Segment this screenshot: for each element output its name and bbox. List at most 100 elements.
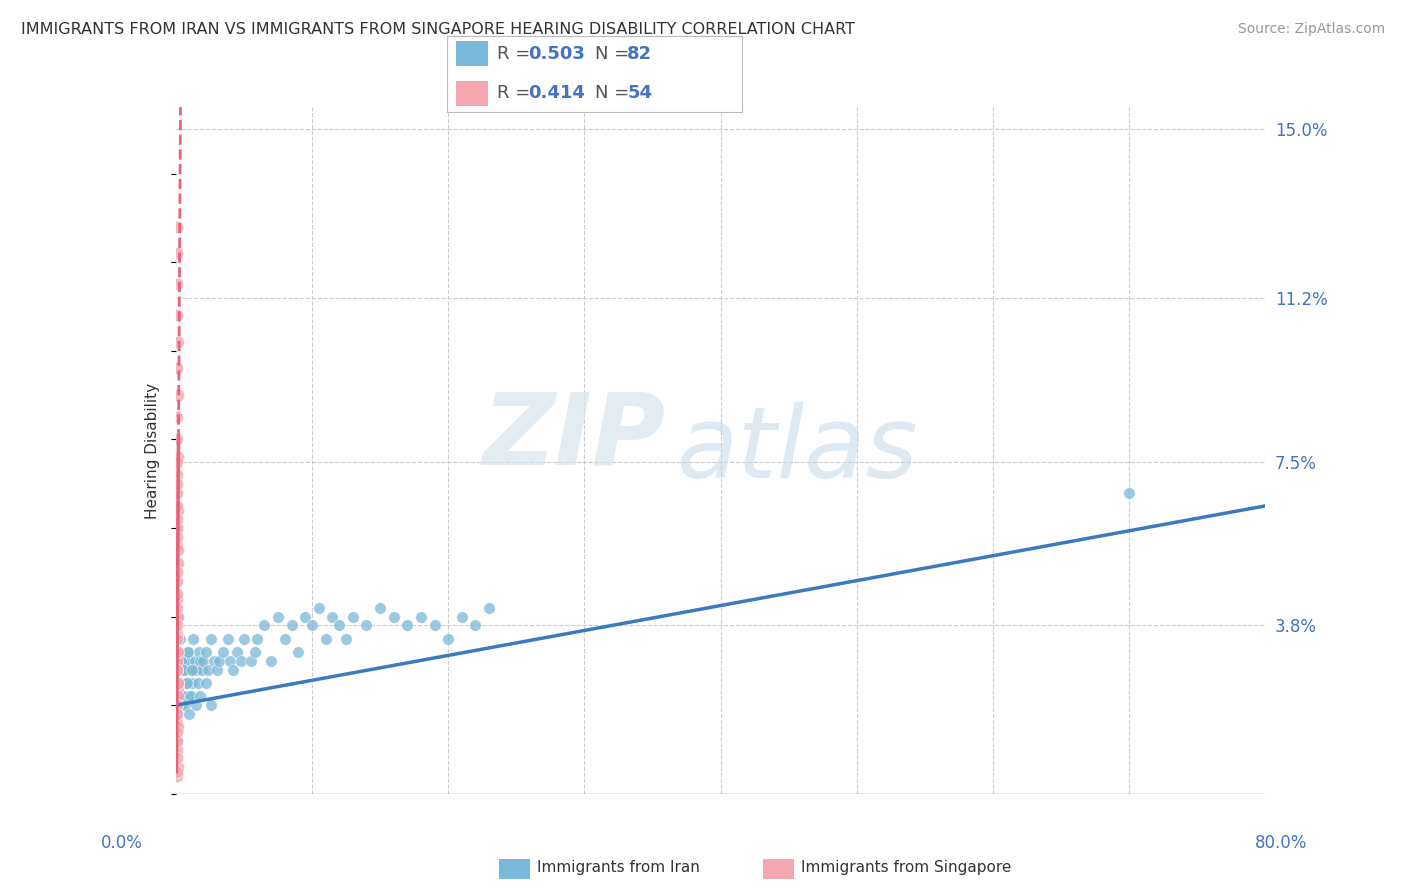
Point (166, 600, 188, 615)
Point (166, 499, 188, 513)
Point (328, 618, 350, 632)
Point (169, 676, 191, 690)
Point (191, 654, 214, 668)
Point (166, 530, 188, 544)
Point (170, 654, 193, 668)
Point (194, 645, 217, 659)
Point (166, 769, 188, 783)
Point (167, 334, 190, 349)
Point (177, 645, 200, 659)
Point (321, 609, 343, 624)
Point (176, 645, 198, 659)
Point (231, 654, 253, 668)
Point (226, 645, 249, 659)
Point (174, 676, 197, 690)
Point (166, 751, 188, 765)
Point (190, 663, 212, 677)
Point (437, 632, 460, 646)
Text: 80.0%: 80.0% (1256, 834, 1308, 852)
Text: IMMIGRANTS FROM IRAN VS IMMIGRANTS FROM SINGAPORE HEARING DISABILITY CORRELATION: IMMIGRANTS FROM IRAN VS IMMIGRANTS FROM … (21, 22, 855, 37)
Point (301, 618, 323, 632)
Point (308, 600, 330, 615)
Point (450, 609, 472, 624)
Point (166, 698, 188, 713)
Point (396, 618, 419, 632)
Point (179, 707, 201, 722)
Point (166, 521, 188, 535)
Point (167, 557, 190, 571)
Y-axis label: Hearing Disability: Hearing Disability (145, 383, 160, 518)
Point (169, 690, 191, 704)
Point (166, 716, 188, 731)
Point (478, 600, 501, 615)
Point (167, 676, 190, 690)
Point (167, 388, 190, 402)
Text: 82: 82 (627, 45, 652, 62)
Text: R =: R = (498, 85, 536, 103)
Point (166, 361, 188, 376)
Text: N =: N = (595, 85, 634, 103)
Point (166, 627, 188, 641)
Point (181, 676, 204, 690)
Text: 0.0%: 0.0% (101, 834, 143, 852)
Point (167, 609, 190, 624)
Point (167, 609, 190, 624)
Point (183, 632, 205, 646)
Point (170, 654, 193, 668)
Point (166, 246, 188, 260)
Point (267, 609, 290, 624)
Point (166, 654, 188, 668)
Point (166, 219, 188, 234)
Text: Immigrants from Singapore: Immigrants from Singapore (801, 860, 1012, 874)
Point (253, 618, 276, 632)
Point (217, 632, 239, 646)
Point (167, 645, 190, 659)
Text: ZIP: ZIP (484, 388, 666, 485)
Point (167, 450, 190, 464)
Point (166, 764, 188, 779)
Point (294, 609, 316, 624)
Point (166, 539, 188, 553)
Point (184, 654, 207, 668)
Point (166, 663, 188, 677)
Point (200, 632, 222, 646)
Point (173, 654, 195, 668)
Point (166, 663, 188, 677)
Point (176, 676, 198, 690)
Bar (456, 41, 488, 66)
Point (280, 618, 302, 632)
Point (167, 707, 190, 722)
Point (208, 654, 231, 668)
Point (287, 645, 309, 659)
Point (177, 690, 200, 704)
Point (356, 618, 378, 632)
Point (166, 521, 188, 535)
Text: Source: ZipAtlas.com: Source: ZipAtlas.com (1237, 22, 1385, 37)
Point (166, 566, 188, 580)
Point (166, 574, 188, 589)
Point (167, 645, 190, 659)
Point (274, 632, 297, 646)
Point (239, 654, 262, 668)
Bar (456, 81, 488, 106)
Point (166, 733, 188, 747)
Point (173, 663, 195, 677)
Point (464, 618, 486, 632)
Text: atlas: atlas (678, 402, 918, 499)
Point (197, 663, 219, 677)
Text: R =: R = (498, 45, 536, 62)
Point (166, 707, 188, 722)
Point (166, 591, 188, 606)
Point (166, 454, 188, 468)
Point (181, 663, 204, 677)
Point (167, 760, 190, 774)
Point (382, 609, 405, 624)
Point (180, 690, 202, 704)
Point (368, 600, 391, 615)
Text: N =: N = (595, 45, 634, 62)
Text: Immigrants from Iran: Immigrants from Iran (537, 860, 700, 874)
Point (169, 632, 191, 646)
Point (186, 698, 208, 713)
Point (166, 587, 188, 601)
Point (243, 645, 266, 659)
